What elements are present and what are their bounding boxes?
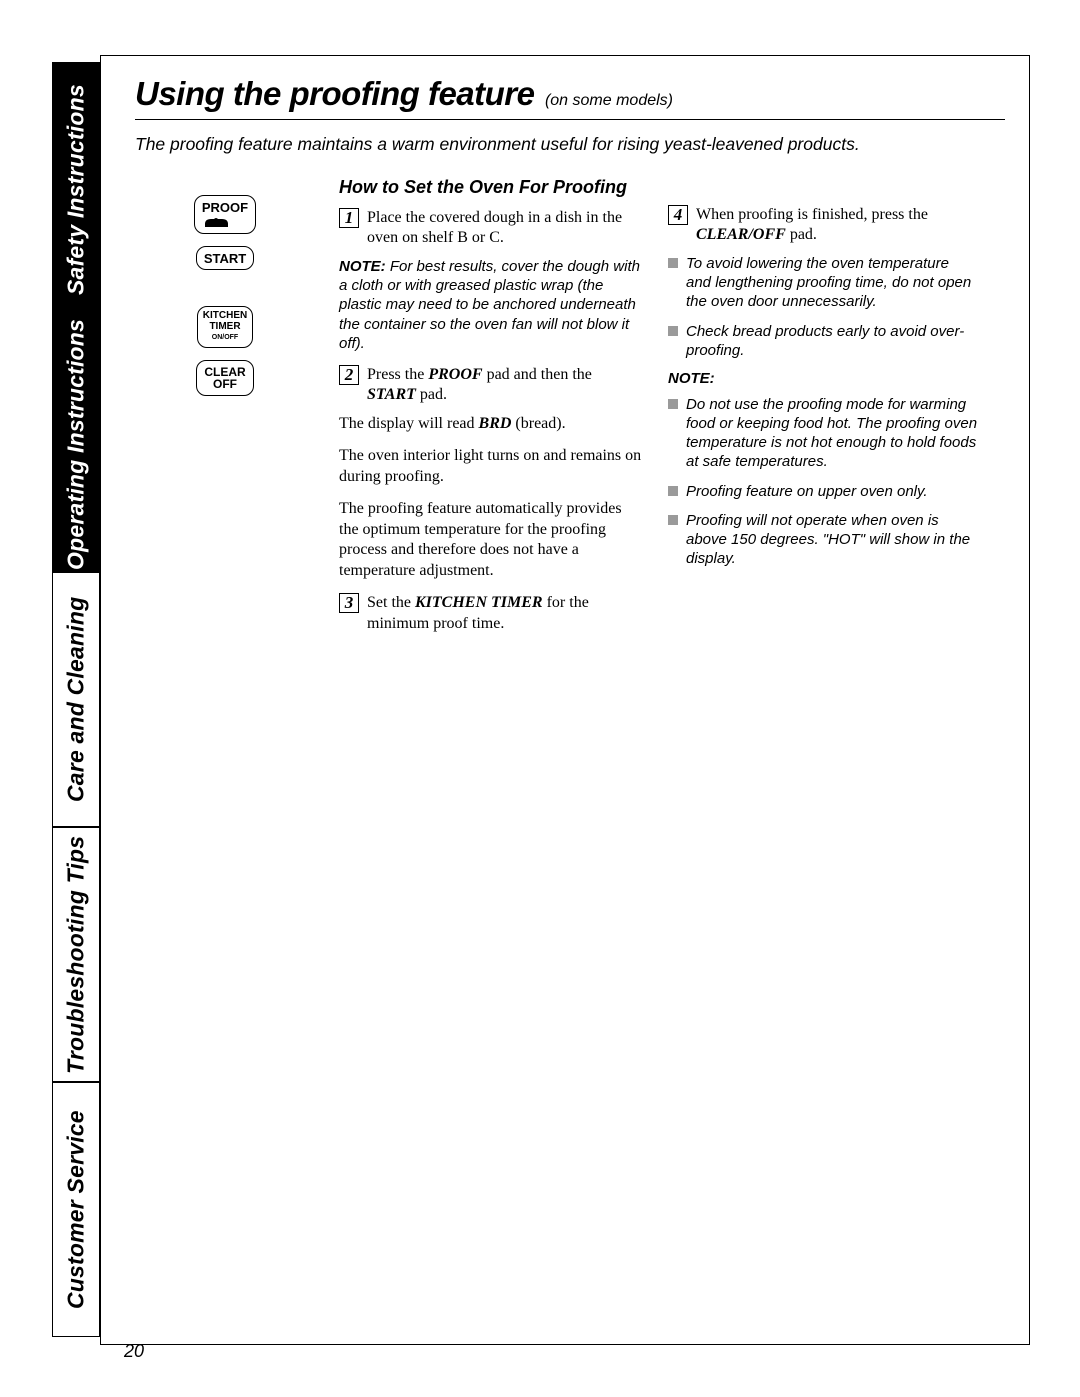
step-1: 1 Place the covered dough in a dish in t… xyxy=(339,208,644,249)
page-content: Using the proofing feature (on some mode… xyxy=(135,75,1005,642)
bullets-note: Do not use the proofing mode for warming… xyxy=(668,395,978,569)
step-3-text: Set the KITCHEN TIMER for the minimum pr… xyxy=(367,593,644,634)
pad-start-label: START xyxy=(204,251,246,266)
bullet-top-1: To avoid lowering the oven temperature a… xyxy=(668,254,978,312)
page-title: Using the proofing feature xyxy=(135,75,535,112)
bullet-top-2: Check bread products early to avoid over… xyxy=(668,322,978,360)
intro-text: The proofing feature maintains a warm en… xyxy=(135,134,1005,155)
step-number-4: 4 xyxy=(668,205,688,225)
tab-safety: Safety Instructions xyxy=(52,62,100,317)
bullets-top: To avoid lowering the oven temperature a… xyxy=(668,254,978,360)
step-2: 2 Press the PROOF pad and then the START… xyxy=(339,365,644,406)
right-column: 4 When proofing is finished, press the C… xyxy=(668,177,978,642)
s4-a: When proofing is finished, press the xyxy=(696,206,928,223)
step-number-3: 3 xyxy=(339,593,359,613)
s3-timer: KITCHEN TIMER xyxy=(415,594,543,611)
tab-operating: Operating Instructions xyxy=(52,317,100,572)
pad-start: START xyxy=(196,246,254,271)
pad-timer-l1: KITCHEN xyxy=(203,310,247,321)
step-3: 3 Set the KITCHEN TIMER for the minimum … xyxy=(339,593,644,634)
pad-kitchen-timer: KITCHEN TIMER ON/OFF xyxy=(197,306,253,348)
pad-clear-l2: OFF xyxy=(213,377,237,391)
s2-start: START xyxy=(367,386,416,403)
s2-b: pad and then the xyxy=(483,366,592,383)
bullet-note-1: Do not use the proofing mode for warming… xyxy=(668,395,978,472)
pad-timer-l3: ON/OFF xyxy=(212,334,238,341)
middle-column: How to Set the Oven For Proofing 1 Place… xyxy=(339,177,644,642)
pad-clear-off: CLEAR OFF xyxy=(196,360,253,396)
step-1-text: Place the covered dough in a dish in the… xyxy=(367,208,644,249)
bread-icon xyxy=(202,217,230,229)
step-2-p1: The display will read BRD (bread). xyxy=(339,414,644,434)
tab-care: Care and Cleaning xyxy=(52,572,100,827)
step-4: 4 When proofing is finished, press the C… xyxy=(668,205,978,246)
s2-proof: PROOF xyxy=(428,366,482,383)
columns: PROOF START KITCHEN TIMER ON/OFF CLEAR O… xyxy=(135,177,1005,642)
page-number: 20 xyxy=(124,1341,144,1362)
step-number-2: 2 xyxy=(339,365,359,385)
step-2-p2: The oven interior light turns on and rem… xyxy=(339,446,644,487)
step-2-p3: The proofing feature automatically provi… xyxy=(339,499,644,581)
step-1-note: NOTE: For best results, cover the dough … xyxy=(339,257,644,353)
side-tabs: Safety Instructions Operating Instructio… xyxy=(52,62,100,1337)
s3-a: Set the xyxy=(367,594,415,611)
title-row: Using the proofing feature (on some mode… xyxy=(135,75,1005,120)
s4-clear: CLEAR/OFF xyxy=(696,226,786,243)
page-title-sub: (on some models) xyxy=(545,92,673,109)
s2-c: pad. xyxy=(416,386,447,403)
note-label-inline: NOTE: xyxy=(339,258,386,275)
pad-proof-label: PROOF xyxy=(202,200,248,215)
step-2-text: Press the PROOF pad and then the START p… xyxy=(367,365,644,406)
bullet-note-3: Proofing will not operate when oven is a… xyxy=(668,511,978,569)
section-heading: How to Set the Oven For Proofing xyxy=(339,177,644,198)
tab-customer: Customer Service xyxy=(52,1082,100,1337)
s2-p1a: The display will read xyxy=(339,415,479,432)
step-4-text: When proofing is finished, press the CLE… xyxy=(696,205,978,246)
s4-b: pad. xyxy=(786,226,817,243)
s2-a: Press the xyxy=(367,366,428,383)
s2-p1b: (bread). xyxy=(511,415,565,432)
pad-proof: PROOF xyxy=(194,195,256,234)
button-diagram-column: PROOF START KITCHEN TIMER ON/OFF CLEAR O… xyxy=(135,177,315,642)
step-number-1: 1 xyxy=(339,208,359,228)
bullet-note-2: Proofing feature on upper oven only. xyxy=(668,482,978,501)
note-label: NOTE: xyxy=(668,370,978,387)
s2-brd: BRD xyxy=(479,415,512,432)
pad-timer-l2: TIMER xyxy=(209,321,240,332)
tab-troubleshooting: Troubleshooting Tips xyxy=(52,827,100,1082)
